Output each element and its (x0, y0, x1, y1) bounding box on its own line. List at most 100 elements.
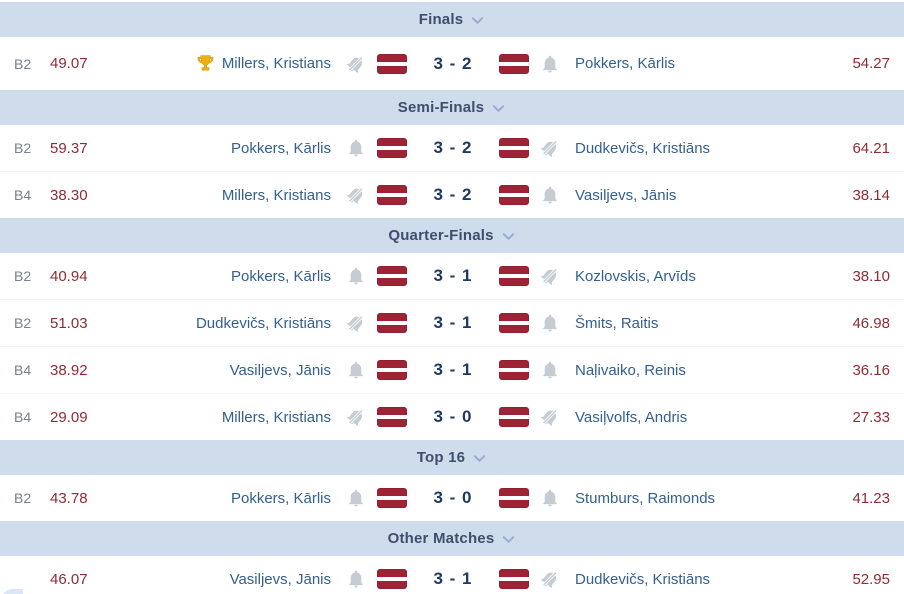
chevron-down-icon (472, 17, 484, 24)
player2-bell-cell[interactable] (535, 185, 565, 205)
player1-cell: Dudkevičs, Kristiāns (116, 315, 341, 332)
player2-name[interactable]: Dudkevičs, Kristiāns (575, 139, 711, 157)
player2-cell: Vasiljevs, Jānis (565, 187, 790, 204)
player1-average: 59.37 (50, 139, 88, 157)
player2-cell: Dudkevičs, Kristiāns (565, 140, 790, 157)
player1-average: 29.09 (50, 408, 88, 426)
player1-flag-cell (371, 185, 413, 205)
player1-name[interactable]: Pokkers, Kārlis (230, 267, 331, 285)
bell-icon (543, 186, 557, 204)
player2-flag-cell (493, 53, 535, 74)
player2-average: 54.27 (852, 55, 890, 72)
player2-average: 36.16 (852, 361, 890, 379)
bell-icon (543, 314, 557, 332)
round-title: Other Matches (387, 530, 495, 547)
player1-bell-cell[interactable] (341, 266, 371, 286)
next-card-corner (1, 589, 23, 594)
latvia-flag-icon (377, 53, 407, 74)
player1-name[interactable]: Millers, Kristians (221, 408, 331, 426)
player2-bell-cell[interactable] (535, 569, 565, 589)
bell-icon (349, 361, 363, 379)
match-row: B4 38.30 Millers, Kristians 3 - 2 (0, 171, 904, 218)
player1-name[interactable]: Dudkevičs, Kristiāns (195, 314, 331, 332)
bell-icon (543, 361, 557, 379)
chevron-down-icon (493, 105, 505, 112)
player2-bell-cell[interactable] (535, 407, 565, 427)
player1-average: 38.30 (50, 186, 88, 204)
player2-name[interactable]: Pokkers, Kārlis (575, 55, 676, 72)
player2-bell-cell[interactable] (535, 360, 565, 380)
match-row: B2 51.03 Dudkevičs, Kristiāns 3 - 1 (0, 299, 904, 346)
player1-bell-cell[interactable] (341, 138, 371, 158)
player2-name[interactable]: Vasiļvolfs, Andris (575, 408, 688, 426)
match-row: B4 29.09 Millers, Kristians 3 - 0 (0, 393, 904, 440)
player2-cell: Naļivaiko, Reinis (565, 362, 790, 379)
player1-name[interactable]: Millers, Kristians (221, 55, 331, 72)
match-row: 46.07 Vasiljevs, Jānis 3 - 1 (0, 556, 904, 594)
player2-bell-cell[interactable] (535, 313, 565, 333)
board-label: B4 (14, 409, 32, 425)
round-header[interactable]: Finals (0, 2, 904, 37)
player1-bell-cell[interactable] (341, 54, 371, 74)
latvia-flag-icon (499, 569, 529, 589)
round-title: Top 16 (416, 449, 466, 466)
player1-cell: Pokkers, Kārlis (116, 490, 341, 507)
player2-name[interactable]: Šmits, Raitis (575, 314, 659, 332)
latvia-flag-icon (377, 488, 407, 508)
player2-name[interactable]: Naļivaiko, Reinis (575, 361, 686, 379)
round-header[interactable]: Other Matches (0, 521, 904, 556)
match-score: 3 - 1 (433, 313, 473, 332)
player2-flag-cell (493, 266, 535, 286)
match-score: 3 - 0 (433, 407, 473, 426)
round-header[interactable]: Semi-Finals (0, 90, 904, 125)
player1-bell-cell[interactable] (341, 488, 371, 508)
round-title: Quarter-Finals (388, 227, 494, 244)
player1-average: 40.94 (50, 267, 88, 285)
board-label: B4 (14, 187, 32, 203)
player1-bell-cell[interactable] (341, 360, 371, 380)
player1-bell-cell[interactable] (341, 569, 371, 589)
player2-cell: Pokkers, Kārlis (565, 55, 790, 72)
round-header[interactable]: Top 16 (0, 440, 904, 475)
player2-bell-cell[interactable] (535, 488, 565, 508)
match-score: 3 - 2 (433, 138, 473, 157)
latvia-flag-icon (499, 266, 529, 286)
round-section: Top 16 B2 43.78 Pokkers, Kārlis 3 - 0 (0, 440, 904, 521)
player2-flag-cell (493, 185, 535, 205)
player2-bell-cell[interactable] (535, 266, 565, 286)
player2-name[interactable]: Kozlovskis, Arvīds (575, 267, 696, 285)
round-title: Finals (418, 11, 464, 28)
chevron-down-icon (502, 233, 514, 240)
player1-flag-cell (371, 138, 413, 158)
player2-bell-cell[interactable] (535, 138, 565, 158)
round-section: Quarter-Finals B2 40.94 Pokkers, Kārlis … (0, 218, 904, 440)
player1-bell-cell[interactable] (341, 407, 371, 427)
player1-name[interactable]: Pokkers, Kārlis (230, 489, 331, 507)
bell-muted-icon (540, 139, 558, 158)
bell-muted-icon (346, 55, 364, 73)
player2-flag-cell (493, 138, 535, 158)
player1-flag-cell (371, 569, 413, 589)
player1-average: 51.03 (50, 314, 88, 332)
player1-name[interactable]: Vasiljevs, Jānis (229, 570, 331, 588)
player2-cell: Dudkevičs, Kristiāns (565, 571, 790, 588)
bell-muted-icon (346, 314, 364, 333)
player1-name[interactable]: Millers, Kristians (221, 186, 331, 204)
player1-bell-cell[interactable] (341, 185, 371, 205)
player1-name[interactable]: Pokkers, Kārlis (230, 139, 331, 157)
player2-flag-cell (493, 569, 535, 589)
player2-name[interactable]: Dudkevičs, Kristiāns (575, 570, 711, 588)
player1-flag-cell (371, 407, 413, 427)
player1-bell-cell[interactable] (341, 313, 371, 333)
player2-bell-cell[interactable] (535, 54, 565, 74)
player2-name[interactable]: Vasiljevs, Jānis (575, 186, 677, 204)
board-label: B4 (14, 362, 32, 378)
round-header[interactable]: Quarter-Finals (0, 218, 904, 253)
player2-flag-cell (493, 360, 535, 380)
match-score: 3 - 1 (433, 569, 473, 588)
player2-flag-cell (493, 407, 535, 427)
round-section: Other Matches 46.07 Vasiljevs, Jānis 3 -… (0, 521, 904, 594)
player2-name[interactable]: Stumburs, Raimonds (575, 489, 716, 507)
player1-name[interactable]: Vasiljevs, Jānis (229, 361, 331, 379)
